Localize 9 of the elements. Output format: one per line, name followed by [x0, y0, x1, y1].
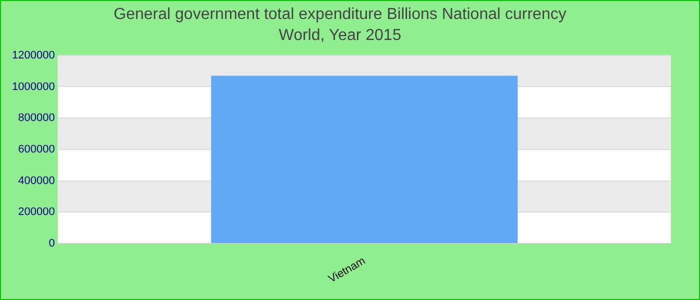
y-tick-label: 200000: [18, 206, 55, 218]
y-tick-label: 400000: [18, 174, 55, 187]
y-tick-label: 1200000: [12, 49, 55, 62]
y-tick-label: 600000: [18, 143, 55, 156]
y-tick-label: 1000000: [12, 80, 55, 93]
y-tick-label: 800000: [18, 112, 55, 124]
chart-subtitle: World, Year 2015: [278, 27, 402, 44]
chart-title: General government total expenditure Billions National currency: [114, 6, 566, 24]
y-tick-label: 0: [48, 238, 55, 250]
